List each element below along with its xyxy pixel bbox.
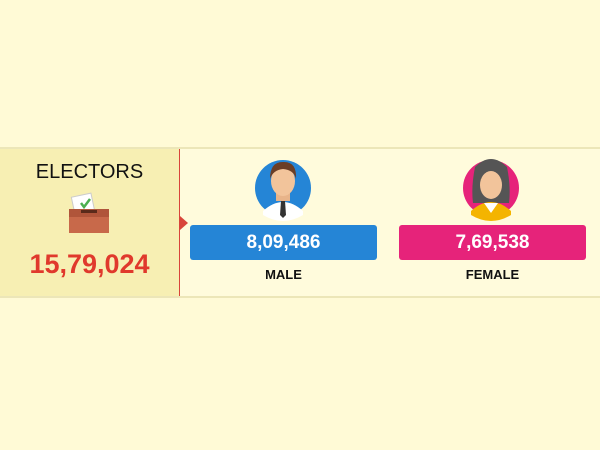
male-label: MALE bbox=[265, 267, 302, 282]
ballot-icon bbox=[69, 192, 109, 233]
female-avatar bbox=[463, 159, 519, 221]
title: ELECTORS bbox=[35, 161, 144, 183]
male-value: 8,09,486 bbox=[190, 225, 377, 260]
female-value: 7,69,538 bbox=[399, 225, 586, 260]
panel: ELECTORS 15,79,024 8,09,486 MALE 7,69,53… bbox=[0, 147, 600, 298]
pointer bbox=[180, 216, 188, 230]
female-label: FEMALE bbox=[465, 267, 520, 282]
total: 15,79,024 bbox=[29, 249, 150, 279]
male-avatar bbox=[255, 160, 311, 221]
electors-box: ELECTORS 15,79,024 bbox=[0, 149, 180, 296]
